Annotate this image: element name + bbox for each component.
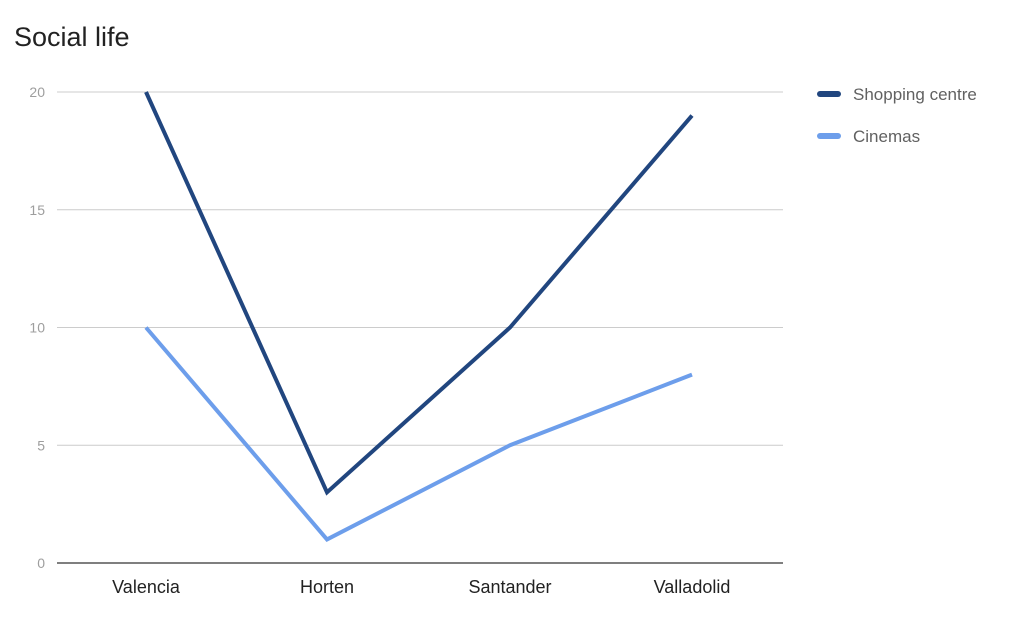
y-tick-label: 10 (29, 320, 45, 336)
gridlines (57, 91, 783, 446)
x-axis-ticks: Valencia Horten Santander Valladolid (112, 577, 730, 597)
x-tick-label: Valladolid (654, 577, 731, 597)
series-line-shopping-centre (144, 91, 694, 496)
series-line-cinemas (144, 326, 693, 542)
y-axis-ticks: 0 5 10 15 20 (29, 84, 45, 571)
series-lines (144, 91, 694, 542)
x-tick-label: Horten (300, 577, 354, 597)
x-tick-label: Valencia (112, 577, 181, 597)
y-tick-label: 15 (29, 202, 45, 218)
legend: Shopping centre Cinemas (817, 85, 977, 146)
x-tick-label: Santander (468, 577, 551, 597)
y-tick-label: 5 (37, 437, 45, 453)
legend-label: Cinemas (853, 127, 920, 146)
y-tick-label: 20 (29, 84, 45, 100)
chart-title: Social life (14, 22, 130, 52)
y-tick-label: 0 (37, 555, 45, 571)
legend-label: Shopping centre (853, 85, 977, 104)
